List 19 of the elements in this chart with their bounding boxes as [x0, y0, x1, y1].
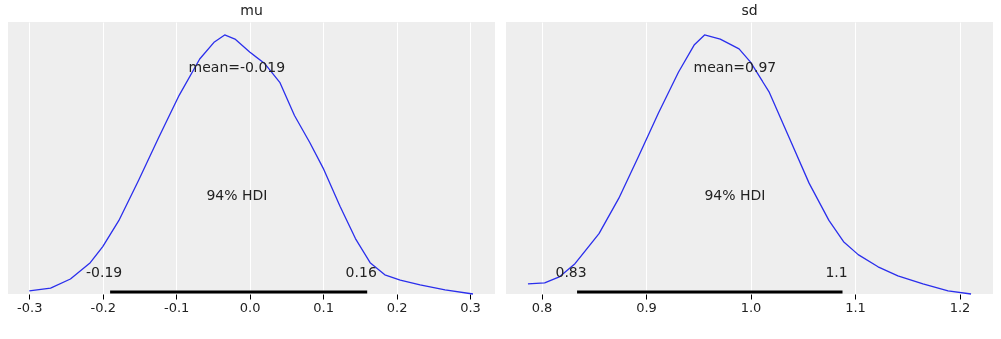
annotation: 94% HDI [206, 187, 268, 204]
annotation: 0.16 [345, 263, 377, 280]
chart-title: mu [240, 2, 263, 18]
x-tick-label: 0.0 [239, 299, 261, 315]
x-tick-label: -0.1 [164, 299, 190, 315]
annotation: -0.19 [85, 263, 123, 280]
x-tick-label: -0.3 [17, 299, 43, 315]
annotation: 1.1 [825, 263, 848, 280]
x-tick-label: 1.2 [949, 299, 971, 315]
chart-title: sd [741, 2, 758, 18]
x-tick-label: 0.1 [313, 299, 334, 315]
x-tick-label: 0.9 [636, 299, 657, 315]
x-tick-label: 0.2 [386, 299, 408, 315]
x-tick-label: 0.8 [531, 299, 553, 315]
x-tick-label: 1.0 [740, 299, 762, 315]
x-tick-label: 1.1 [845, 299, 866, 315]
x-tick-label: 0.3 [460, 299, 481, 315]
x-tick-label: -0.2 [90, 299, 116, 315]
annotation: 94% HDI [704, 187, 766, 204]
